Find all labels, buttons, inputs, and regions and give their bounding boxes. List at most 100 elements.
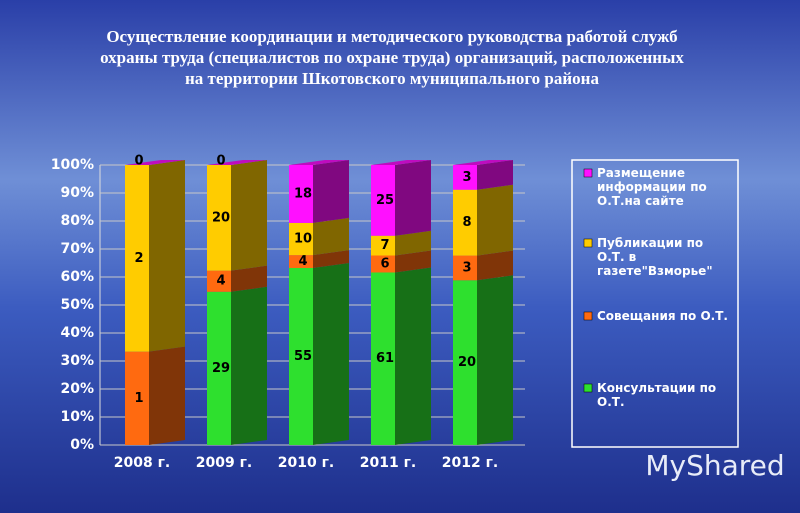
legend-swatch — [583, 168, 593, 178]
x-tick-label: 2008 г. — [114, 455, 170, 471]
bar-segment — [289, 160, 349, 223]
bar-segment — [453, 250, 513, 281]
bar-face — [395, 230, 431, 256]
bar-segment — [207, 286, 267, 445]
bar-face — [371, 272, 395, 445]
bar-face — [289, 255, 313, 268]
value-label: 8 — [462, 215, 471, 230]
value-label: 4 — [216, 274, 225, 289]
bar-segment — [371, 267, 431, 445]
value-label: 4 — [298, 254, 307, 269]
y-tick-label: 50% — [60, 297, 94, 313]
y-tick-label: 10% — [60, 409, 94, 425]
bar-face — [207, 291, 231, 445]
y-tick-label: 20% — [60, 381, 94, 397]
x-tick-label: 2009 г. — [196, 455, 252, 471]
bar-segment — [125, 160, 185, 352]
value-label: 0 — [134, 154, 143, 169]
bar-face — [231, 286, 267, 445]
y-tick-label: 100% — [51, 157, 94, 173]
bar-segment — [371, 230, 431, 256]
bar-segment — [125, 160, 185, 165]
value-label: 25 — [376, 193, 394, 208]
bar-segment — [371, 250, 431, 273]
bar-face — [395, 267, 431, 445]
bar-face — [289, 165, 313, 223]
bar-face — [289, 160, 349, 165]
legend-swatch — [583, 238, 593, 248]
y-tick-label: 0% — [70, 437, 94, 453]
bar-face — [207, 270, 231, 292]
x-tick-label: 2012 г. — [442, 455, 498, 471]
chart-title: на территории Шкотовского муниципального… — [185, 69, 599, 88]
bar-face — [477, 250, 513, 281]
bar-segment — [371, 160, 431, 236]
bar-face — [371, 235, 395, 256]
value-label: 20 — [212, 210, 230, 225]
bar-segment — [125, 346, 185, 445]
value-label: 2 — [134, 251, 143, 266]
bar-face — [149, 346, 185, 445]
value-label: 6 — [380, 256, 389, 271]
value-label: 10 — [294, 232, 312, 247]
value-label: 3 — [462, 170, 471, 185]
bar-face — [477, 275, 513, 445]
y-tick-label: 40% — [60, 325, 94, 341]
value-label: 61 — [376, 351, 394, 366]
bar-face — [313, 217, 349, 256]
y-tick-label: 90% — [60, 185, 94, 201]
bar-face — [395, 250, 431, 273]
bar-face — [453, 280, 477, 445]
value-label: 3 — [462, 260, 471, 275]
bar-face — [125, 160, 185, 165]
y-tick-label: 70% — [60, 241, 94, 257]
chart-title: охраны труда (специалистов по охране тру… — [100, 48, 684, 67]
legend-swatch — [583, 311, 593, 321]
bar-face — [289, 222, 313, 256]
chart-title: Осуществление координации и методическог… — [106, 27, 677, 46]
bar-face — [453, 165, 477, 190]
value-label: 0 — [216, 154, 225, 169]
bar-face — [207, 165, 231, 271]
x-tick-label: 2011 г. — [360, 455, 416, 471]
x-tick-label: 2010 г. — [278, 455, 334, 471]
legend-label: Публикации по О.Т. в газете"Взморье" — [597, 236, 713, 278]
legend-swatch — [583, 383, 593, 393]
bar-segment — [289, 250, 349, 268]
bar-face — [371, 160, 431, 165]
bar-face — [477, 160, 513, 190]
bar-face — [231, 160, 267, 271]
bar-face — [125, 351, 149, 445]
value-label: 29 — [212, 361, 230, 376]
bar-face — [313, 262, 349, 445]
bar-segment — [453, 160, 513, 190]
y-tick-label: 80% — [60, 213, 94, 229]
bar-segment — [207, 265, 267, 292]
bar-segment — [207, 160, 267, 271]
y-tick-label: 30% — [60, 353, 94, 369]
watermark: MyShared — [645, 449, 784, 482]
legend-box — [571, 159, 739, 448]
bar-segment — [289, 262, 349, 445]
legend-label: Консультации по О.Т. — [597, 381, 716, 409]
legend-label: Размещение информации по О.Т.на сайте — [597, 166, 707, 208]
bar-face — [395, 160, 431, 236]
value-label: 7 — [380, 238, 389, 253]
bar-face — [149, 160, 185, 352]
bar-face — [477, 184, 513, 256]
bar-segment — [207, 160, 267, 165]
bar-face — [371, 255, 395, 273]
value-label: 55 — [294, 349, 312, 364]
bar-face — [207, 160, 267, 165]
bar-segment — [289, 217, 349, 256]
value-label: 1 — [134, 391, 143, 406]
value-label: 20 — [458, 355, 476, 370]
y-tick-label: 60% — [60, 269, 94, 285]
bar-face — [289, 267, 313, 445]
bar-face — [371, 165, 395, 236]
bar-face — [313, 160, 349, 223]
bar-face — [231, 265, 267, 292]
bar-face — [313, 250, 349, 268]
bar-face — [453, 160, 513, 165]
bar-segment — [453, 275, 513, 445]
